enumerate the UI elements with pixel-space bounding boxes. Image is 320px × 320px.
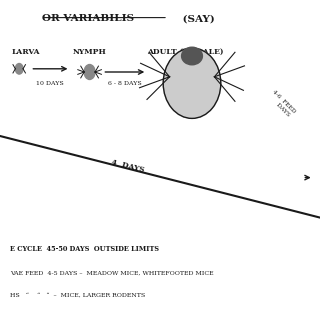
Text: 10 DAYS: 10 DAYS xyxy=(36,81,63,86)
Text: VAE FEED  4-5 DAYS –  MEADOW MICE, WHITEFOOTED MICE: VAE FEED 4-5 DAYS – MEADOW MICE, WHITEFO… xyxy=(10,270,213,276)
Text: NYMPH: NYMPH xyxy=(73,48,107,56)
Text: 4-6  FEED
      DAYS: 4-6 FEED DAYS xyxy=(267,90,296,119)
Text: ADULT (FEMALE): ADULT (FEMALE) xyxy=(147,48,224,56)
Ellipse shape xyxy=(15,63,23,74)
Ellipse shape xyxy=(84,65,95,79)
Text: HS   “    “   “  –  MICE, LARGER RODENTS: HS “ “ “ – MICE, LARGER RODENTS xyxy=(10,293,145,298)
Text: 4  DAYS: 4 DAYS xyxy=(111,158,145,174)
Text: LARVA: LARVA xyxy=(11,48,40,56)
Ellipse shape xyxy=(163,48,221,118)
Text: E CYCLE  45-50 DAYS  OUTSIDE LIMITS: E CYCLE 45-50 DAYS OUTSIDE LIMITS xyxy=(10,245,159,253)
Text: (SAY): (SAY) xyxy=(179,14,215,23)
Text: OR VARIABILIS: OR VARIABILIS xyxy=(42,14,134,23)
Text: 6 - 8 DAYS: 6 - 8 DAYS xyxy=(108,81,142,86)
Ellipse shape xyxy=(182,47,203,65)
